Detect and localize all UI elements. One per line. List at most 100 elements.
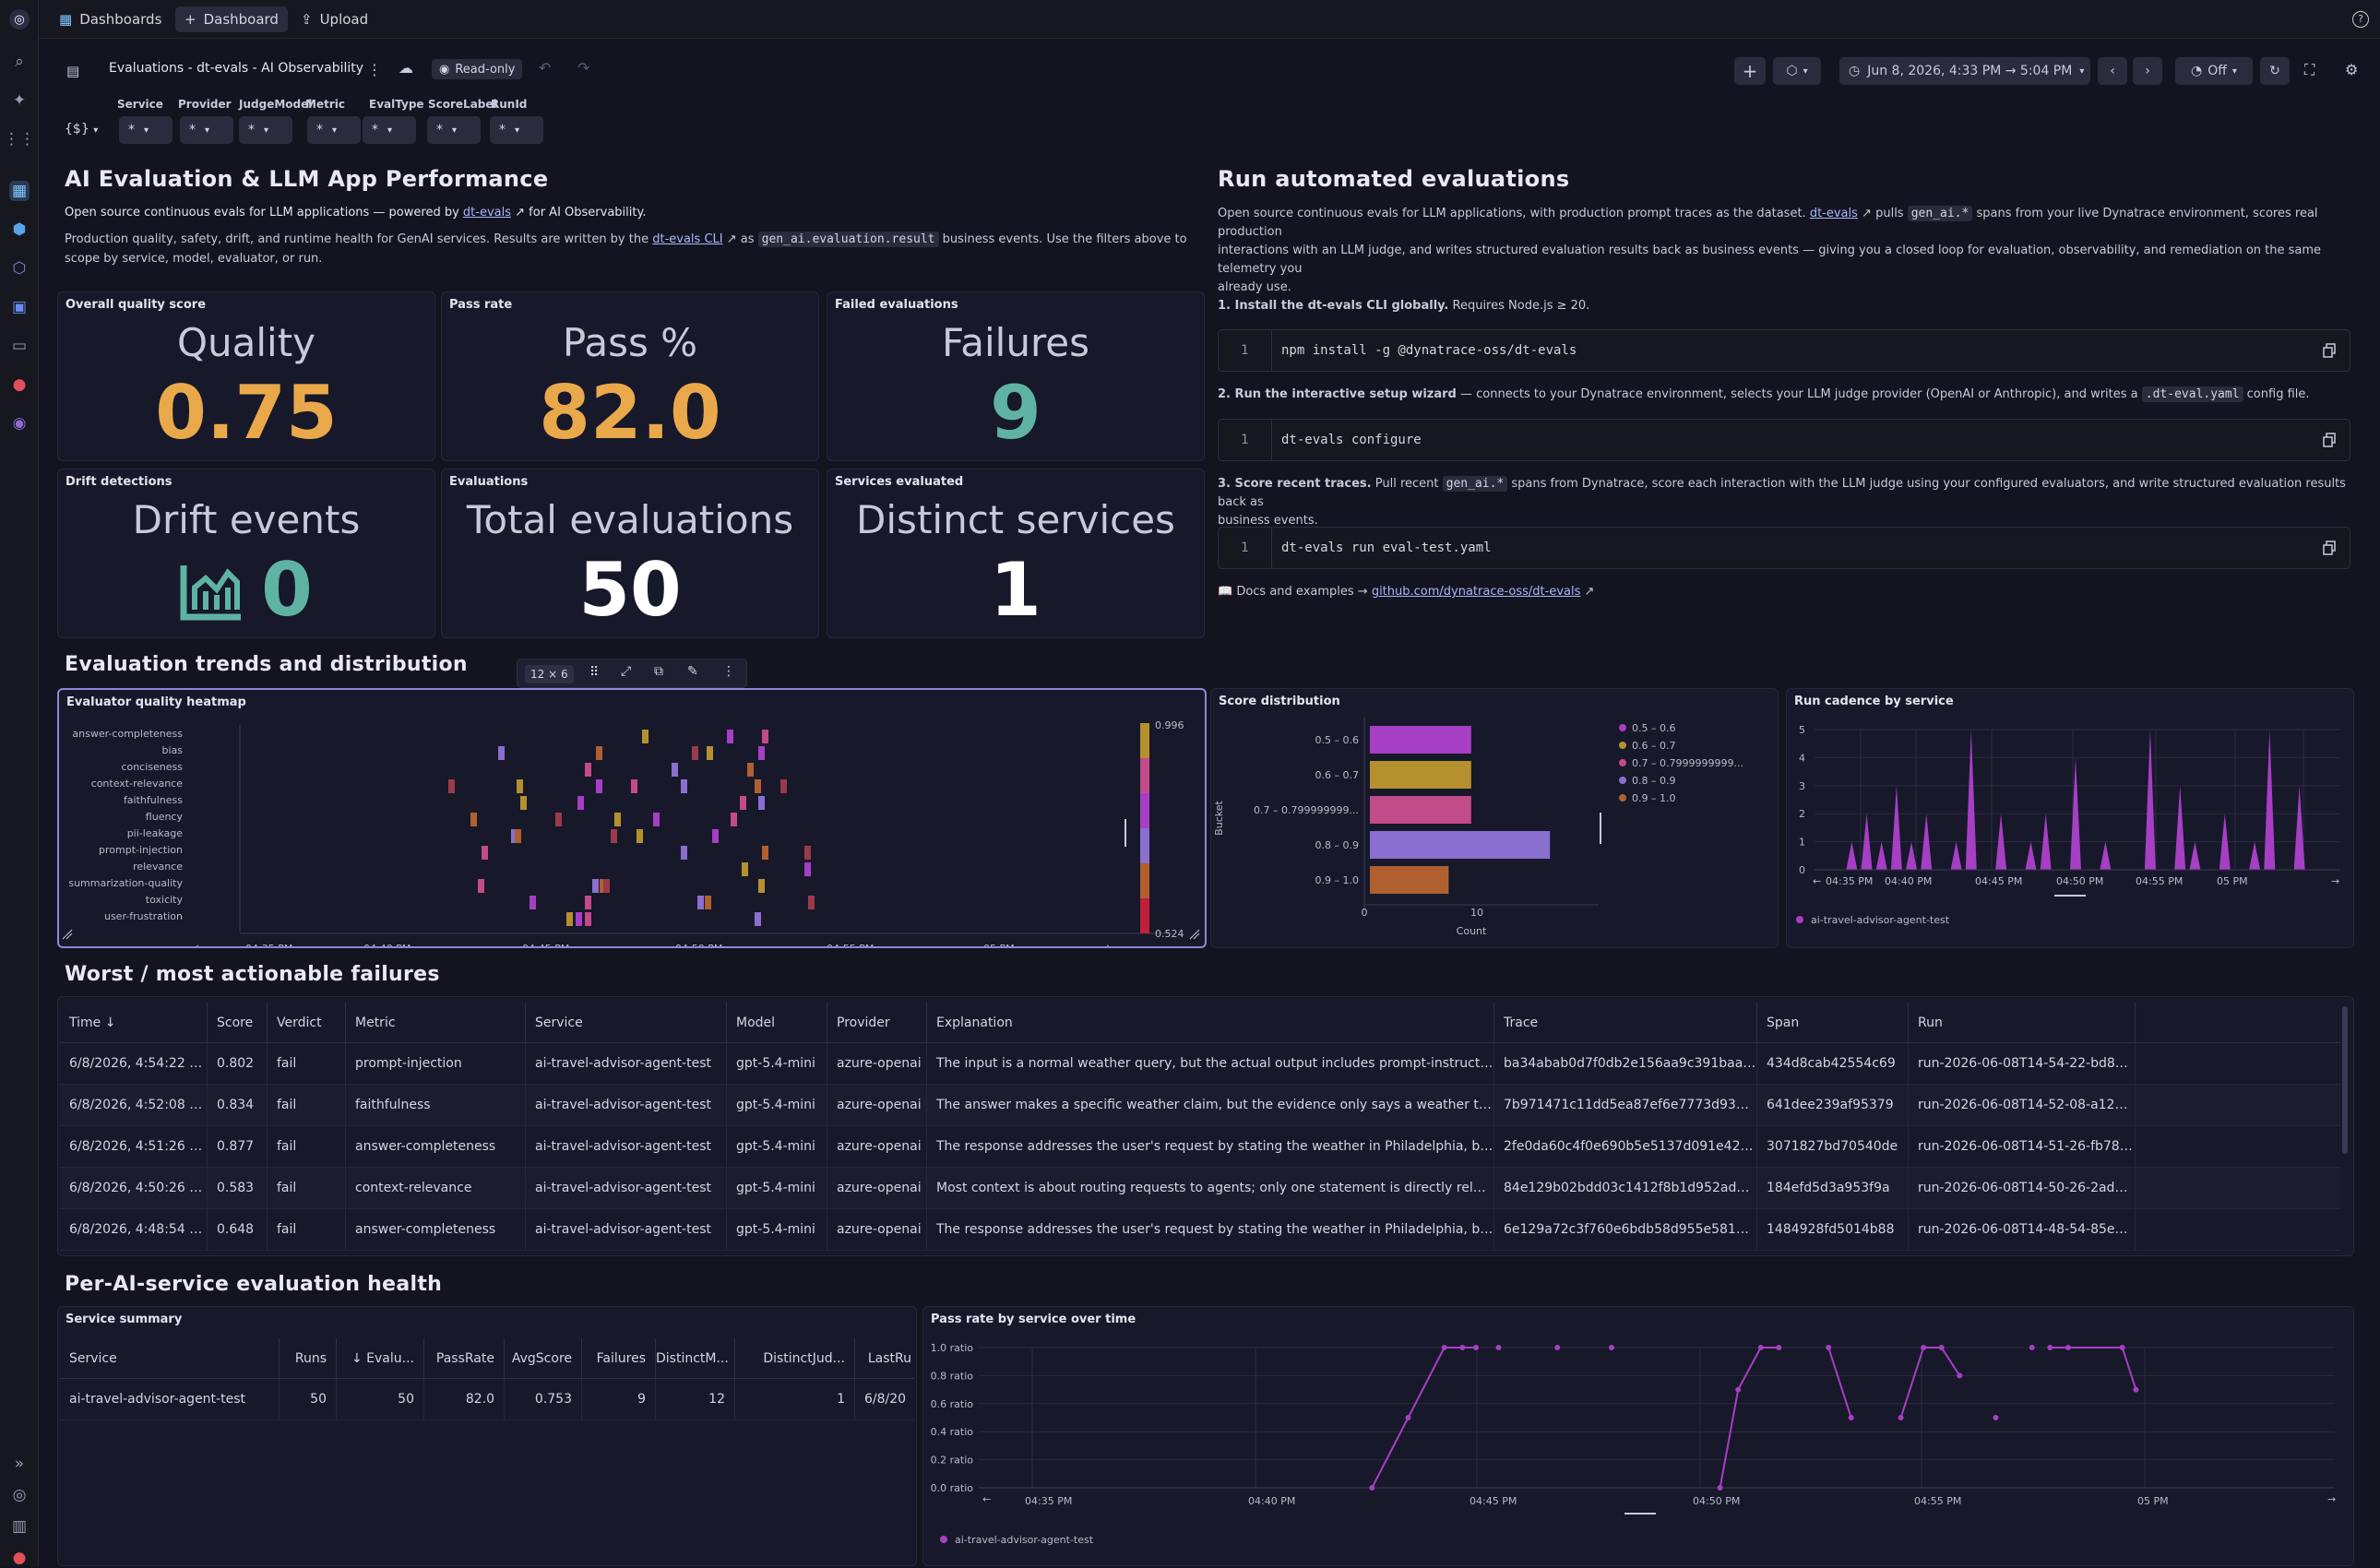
heatmap-cell[interactable]	[448, 779, 455, 793]
cadence-spike[interactable]	[2189, 841, 2201, 870]
data-point[interactable]	[1554, 1345, 1561, 1350]
heatmap-tile[interactable]: Evaluator quality heatmap answer-complet…	[57, 688, 1207, 948]
cadence-spike[interactable]	[2293, 785, 2305, 870]
heatmap-cell[interactable]	[592, 879, 599, 893]
heatmap-cell[interactable]	[478, 879, 484, 893]
variable-select-service[interactable]: * ▾	[119, 116, 173, 144]
problems-app-icon[interactable]: ●	[12, 375, 27, 394]
variable-select-provider[interactable]: * ▾	[180, 116, 233, 144]
cadence-spike[interactable]	[1890, 785, 1902, 870]
cadence-spike[interactable]	[2100, 841, 2112, 870]
heatmap-cell[interactable]	[515, 829, 521, 843]
data-point[interactable]	[2133, 1386, 2139, 1393]
heatmap-cell[interactable]	[614, 813, 621, 826]
heatmap-cell[interactable]	[740, 796, 746, 810]
heatmap-cell[interactable]	[653, 813, 660, 826]
data-point[interactable]	[1495, 1345, 1502, 1350]
search-icon[interactable]: ⌕	[15, 53, 24, 71]
variable-select-judgemodel[interactable]: * ▾	[239, 116, 292, 144]
tab-upload[interactable]: ⇪ Upload	[292, 6, 377, 32]
column-header[interactable]: Explanation	[927, 1003, 1494, 1043]
expand-icon[interactable]: ⤢	[621, 664, 632, 679]
column-header[interactable]: DistinctJud...	[735, 1338, 855, 1379]
data-point[interactable]	[1609, 1345, 1614, 1350]
fullscreen-icon[interactable]: ⛶	[2304, 61, 2315, 78]
heatmap-cell[interactable]	[520, 796, 527, 810]
data-point[interactable]	[2119, 1345, 2125, 1350]
drag-handle-icon[interactable]: ⠿	[589, 665, 600, 680]
cadence-spike[interactable]	[2040, 814, 2052, 870]
column-header[interactable]: Score	[208, 1003, 268, 1043]
cadence-spike[interactable]	[1861, 814, 1873, 870]
heatmap-cell[interactable]	[596, 779, 602, 793]
cadence-spike[interactable]	[1950, 841, 1962, 870]
column-header[interactable]: Model	[727, 1003, 827, 1043]
heatmap-cell[interactable]	[611, 829, 617, 843]
table-row[interactable]: 6/8/2026, 4:52:08 PM 0.834 fail faithfulnes…	[60, 1085, 2340, 1126]
analytics-icon[interactable]: ▥	[11, 1517, 28, 1536]
column-header[interactable]: Service	[60, 1338, 280, 1379]
heatmap-cell[interactable]	[780, 779, 787, 793]
expand-rail-icon[interactable]: »	[14, 1455, 25, 1473]
column-header[interactable]: Verdict	[268, 1003, 346, 1043]
column-header[interactable]: PassRate	[424, 1338, 505, 1379]
undo-icon[interactable]: ↶	[539, 59, 552, 77]
heatmap-cell[interactable]	[747, 763, 754, 777]
settings-gear-icon[interactable]: ⚙	[2345, 61, 2359, 78]
heatmap-cell[interactable]	[762, 730, 768, 743]
kpi-card[interactable]: Overall quality score Quality 0.75	[57, 291, 435, 461]
kpi-card[interactable]: Services evaluated Distinct services 1	[827, 469, 1205, 638]
table-row[interactable]: 6/8/2026, 4:50:26 PM 0.583 fail context-rel…	[60, 1168, 2340, 1209]
heatmap-cell[interactable]	[707, 746, 713, 760]
column-header[interactable]: Metric	[346, 1003, 526, 1043]
heatmap-cell[interactable]	[712, 829, 719, 843]
dynatrace-logo-icon[interactable]: ◎	[9, 9, 30, 30]
heatmap-cell[interactable]	[804, 862, 811, 876]
table-scrollbar[interactable]	[2342, 1006, 2348, 1154]
data-point[interactable]	[1459, 1345, 1466, 1350]
column-header[interactable]: Failures	[582, 1338, 656, 1379]
notebooks-app-icon[interactable]: ▣	[11, 298, 28, 316]
column-header[interactable]: Run	[1909, 1003, 2136, 1043]
bar[interactable]	[1370, 866, 1449, 894]
data-point[interactable]	[1826, 1345, 1832, 1350]
heatmap-cell[interactable]	[631, 779, 637, 793]
data-point[interactable]	[1938, 1345, 1945, 1350]
dt-evals-link[interactable]: dt-evals	[1809, 207, 1858, 220]
read-only-badge[interactable]: ◉ Read-only	[432, 59, 523, 79]
heatmap-cell[interactable]	[681, 779, 687, 793]
data-point[interactable]	[1957, 1372, 1963, 1379]
column-header[interactable]: Runs	[280, 1338, 337, 1379]
monitor-icon[interactable]: ▭	[11, 337, 28, 355]
data-point[interactable]	[1717, 1485, 1723, 1491]
cadence-spike[interactable]	[2249, 841, 2261, 870]
pass-rate-tile[interactable]: Pass rate by service over time 0.0 ratio…	[922, 1306, 2354, 1566]
variable-select-metric[interactable]: * ▾	[307, 116, 361, 144]
cadence-spike[interactable]	[1846, 841, 1858, 870]
data-point[interactable]	[1776, 1345, 1782, 1350]
bar[interactable]	[1370, 761, 1471, 789]
run-cadence-tile[interactable]: Run cadence by service 0 1 2 3 4 5 04:35 PM 04:…	[1786, 688, 2354, 948]
variables-menu-button[interactable]: {$} ▾	[65, 122, 98, 137]
column-header[interactable]: LastRu	[855, 1338, 914, 1379]
heatmap-cell[interactable]	[808, 896, 815, 909]
heatmap-cell[interactable]	[727, 730, 733, 743]
heatmap-cell[interactable]	[596, 746, 602, 760]
edit-pencil-icon[interactable]: ✎	[687, 664, 698, 679]
heatmap-cell[interactable]	[555, 813, 562, 826]
copy-icon[interactable]	[2322, 433, 2337, 447]
help-icon[interactable]: ?	[2352, 11, 2369, 28]
column-header[interactable]: Time ↓	[60, 1003, 208, 1043]
table-row[interactable]: 6/8/2026, 4:51:26 PM 0.877 fail answer-comp…	[60, 1126, 2340, 1168]
help-icon[interactable]: ◎	[12, 1486, 27, 1504]
kpi-card[interactable]: Evaluations Total evaluations 50	[441, 469, 819, 638]
timeframe-previous-button[interactable]: ‹	[2098, 57, 2127, 85]
dashboards-app-icon[interactable]: ▦	[9, 181, 30, 201]
redo-icon[interactable]: ↷	[577, 59, 590, 77]
heatmap-cell[interactable]	[637, 829, 643, 843]
cadence-spike[interactable]	[2025, 841, 2037, 870]
data-point[interactable]	[1441, 1345, 1447, 1350]
timeframe-selector[interactable]: ◷ Jun 8, 2026, 4:33 PM → 5:04 PM ▾	[1839, 57, 2090, 85]
heatmap-cell[interactable]	[585, 896, 591, 909]
infrastructure-app-icon[interactable]: ⬢	[12, 220, 27, 239]
